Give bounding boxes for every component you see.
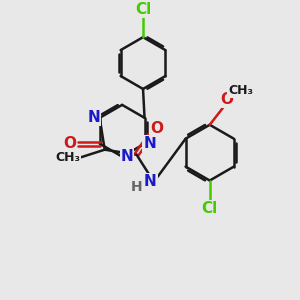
Text: CH₃: CH₃ (56, 151, 80, 164)
Text: O: O (220, 92, 233, 107)
Text: H: H (131, 179, 142, 194)
Text: N: N (144, 174, 157, 189)
Text: N: N (143, 136, 156, 151)
Text: Cl: Cl (202, 201, 218, 216)
Text: CH₃: CH₃ (228, 84, 253, 98)
Text: O: O (63, 136, 76, 151)
Text: N: N (121, 149, 134, 164)
Text: O: O (150, 121, 163, 136)
Text: Cl: Cl (135, 2, 151, 17)
Text: N: N (87, 110, 100, 125)
